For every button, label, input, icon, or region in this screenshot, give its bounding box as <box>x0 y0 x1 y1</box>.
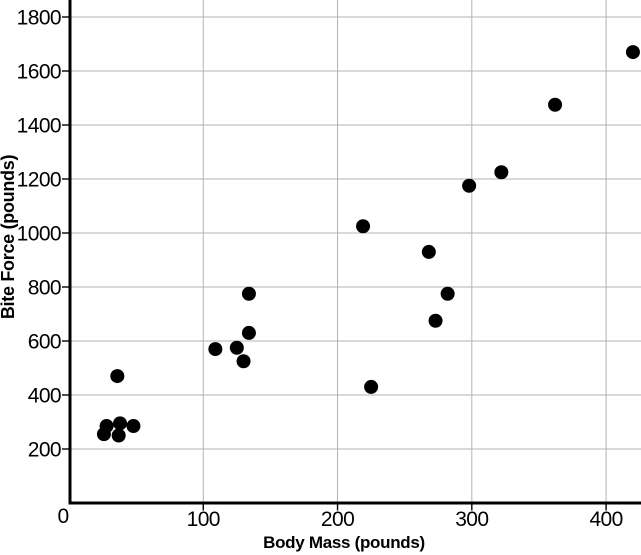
y-tick-label: 800 <box>28 277 61 300</box>
y-tick-label: 1400 <box>17 115 61 138</box>
data-point <box>113 416 128 431</box>
data-point <box>229 340 244 355</box>
y-tick-label: 200 <box>28 439 61 462</box>
data-point <box>421 244 436 259</box>
axis-ticks-layer <box>62 16 607 511</box>
data-point <box>428 313 443 328</box>
data-point <box>440 286 455 301</box>
data-point <box>110 369 125 384</box>
y-axis-label: Bite Force (pounds) <box>0 155 18 320</box>
x-tick-label: 300 <box>455 508 488 531</box>
y-tick-label: 400 <box>28 385 61 408</box>
points-layer <box>96 45 640 443</box>
data-point <box>625 45 640 60</box>
data-point <box>356 219 371 234</box>
y-tick-label: 1600 <box>17 61 61 84</box>
tick-labels-layer: 100 200 300 400 200 400 600 800 1000 1200 1400 1600… <box>17 7 624 531</box>
data-point <box>462 178 477 193</box>
origin-tick-label: 0 <box>57 505 68 528</box>
x-tick-label: 400 <box>589 508 622 531</box>
x-tick-label: 200 <box>321 508 354 531</box>
gridlines-layer <box>69 0 641 503</box>
y-tick-label: 1200 <box>17 169 61 192</box>
data-point <box>236 354 251 369</box>
y-tick-label: 1000 <box>17 223 61 246</box>
x-axis-label: Body Mass (pounds) <box>263 533 425 552</box>
data-point <box>99 419 114 434</box>
x-tick-label: 100 <box>187 508 220 531</box>
data-point <box>241 325 256 340</box>
data-point <box>111 428 126 443</box>
data-point <box>494 165 509 180</box>
data-point <box>364 379 379 394</box>
data-point <box>208 342 223 357</box>
data-point <box>548 97 563 112</box>
y-tick-label: 600 <box>28 331 61 354</box>
data-point <box>241 286 256 301</box>
data-point <box>126 419 141 434</box>
y-tick-label: 1800 <box>17 7 61 30</box>
